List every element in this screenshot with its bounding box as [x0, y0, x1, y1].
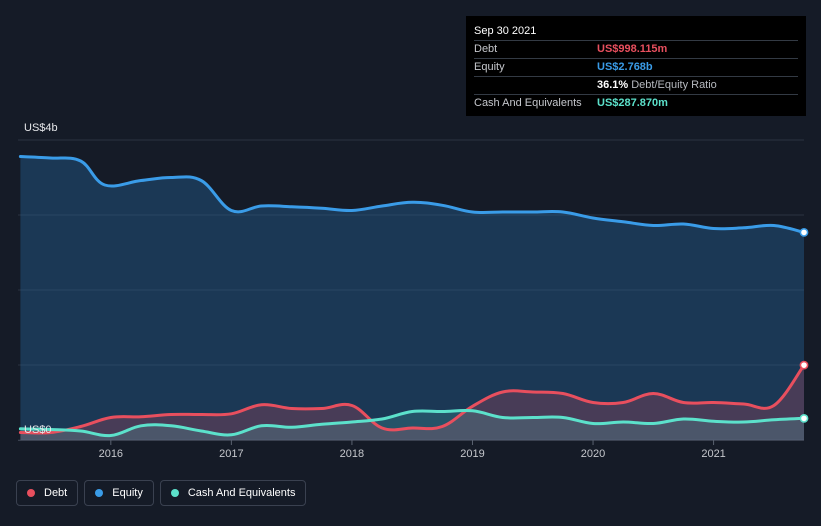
x-tick-label: 2021 — [701, 448, 725, 460]
legend-label: Equity — [112, 487, 143, 499]
x-tick-label: 2019 — [460, 448, 484, 460]
cash-and-equivalents-end-marker — [799, 413, 809, 423]
tooltip-row-debt: Debt US$998.115m — [474, 40, 798, 58]
x-tick-label: 2018 — [340, 448, 364, 460]
x-tick-label: 2017 — [219, 448, 243, 460]
x-axis-ticks: 2016 2017 2018 2019 2020 2021 — [18, 440, 804, 460]
series-lines — [18, 155, 806, 438]
tooltip-value: US$287.870m — [597, 97, 668, 109]
equity-area — [20, 156, 804, 440]
legend-item-cash[interactable]: Cash And Equivalents — [159, 480, 307, 506]
tooltip-row-cash: Cash And Equivalents US$287.870m — [474, 94, 798, 112]
tooltip-value: US$998.115m — [597, 43, 668, 55]
debt-end-marker — [799, 360, 809, 370]
legend-label: Debt — [44, 487, 68, 499]
tooltip-label: Equity — [474, 61, 505, 73]
legend: Debt Equity Cash And Equivalents — [16, 480, 307, 506]
legend-label: Cash And Equivalents — [187, 487, 296, 499]
tooltip-row-ratio: 36.1% Debt/Equity Ratio — [474, 76, 798, 94]
legend-dot-debt — [27, 489, 35, 497]
legend-dot-cash — [170, 489, 179, 497]
cash-and-equivalents-line — [18, 408, 806, 438]
tooltip-value: 36.1% — [597, 79, 629, 91]
x-tick-label: 2016 — [99, 448, 123, 460]
tooltip-label: Cash And Equivalents — [474, 97, 582, 109]
legend-item-debt[interactable]: Debt — [16, 480, 79, 506]
tooltip-value: US$2.768b — [597, 61, 653, 73]
y-axis-label: US$4b — [24, 122, 58, 134]
series-areas — [20, 156, 804, 440]
equity-line — [18, 155, 806, 234]
tooltip: Sep 30 2021 Debt US$998.115m Equity US$2… — [466, 16, 806, 116]
tooltip-ratio-label: Debt/Equity Ratio — [631, 79, 717, 91]
debt-line — [18, 363, 806, 435]
tooltip-date: Sep 30 2021 — [474, 25, 537, 37]
y-axis-label: US$0 — [24, 424, 52, 436]
cash-and-equivalents-area — [20, 410, 804, 440]
tooltip-label: Debt — [474, 43, 498, 55]
legend-dot-equity — [95, 489, 104, 497]
end-point-markers — [799, 227, 809, 423]
equity-end-marker — [799, 227, 809, 237]
x-tick-label: 2020 — [581, 448, 605, 460]
y-axis-labels: US$4b US$0 — [24, 122, 58, 436]
tooltip-label — [474, 77, 597, 94]
tooltip-row-equity: Equity US$2.768b — [474, 58, 798, 76]
legend-item-equity[interactable]: Equity — [84, 480, 154, 506]
debt-area — [20, 365, 804, 440]
